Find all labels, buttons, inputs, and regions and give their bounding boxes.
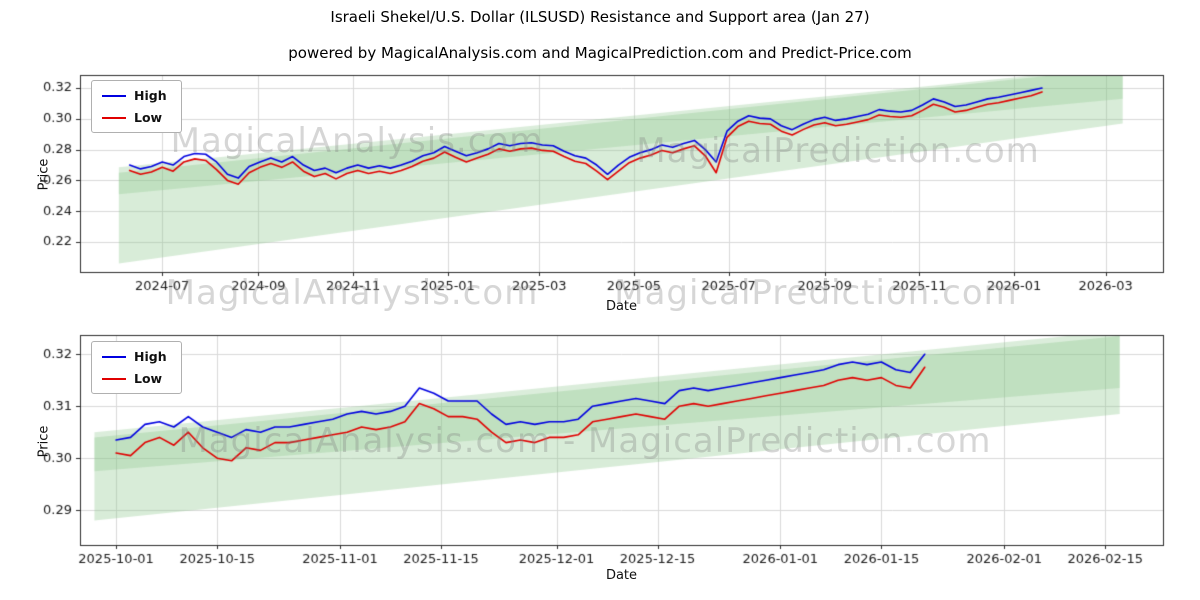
y-axis-label-bottom: Price [36,425,52,458]
legend-entry-low: Low [102,371,167,386]
price-chart-full-history [0,70,1200,305]
low-line-swatch-icon [102,377,126,380]
low-line-swatch-icon [102,116,126,119]
legend-label-high: High [134,349,167,364]
legend-label-high: High [134,88,167,103]
legend-label-low: Low [134,110,163,125]
legend-entry-high: High [102,88,167,103]
y-axis-label-top: Price [36,158,52,191]
page-subtitle: powered by MagicalAnalysis.com and Magic… [288,44,912,62]
high-line-swatch-icon [102,355,126,358]
x-axis-label-bottom: Date [605,568,638,583]
x-axis-label-top: Date [605,299,638,314]
price-chart-recent-detail [0,330,1200,570]
legend-entry-low: Low [102,110,167,125]
legend-label-low: Low [134,371,163,386]
page-title: Israeli Shekel/U.S. Dollar (ILSUSD) Resi… [330,8,870,26]
legend-top: High Low [91,80,182,133]
legend-bottom: High Low [91,341,182,394]
high-line-swatch-icon [102,94,126,97]
legend-entry-high: High [102,349,167,364]
